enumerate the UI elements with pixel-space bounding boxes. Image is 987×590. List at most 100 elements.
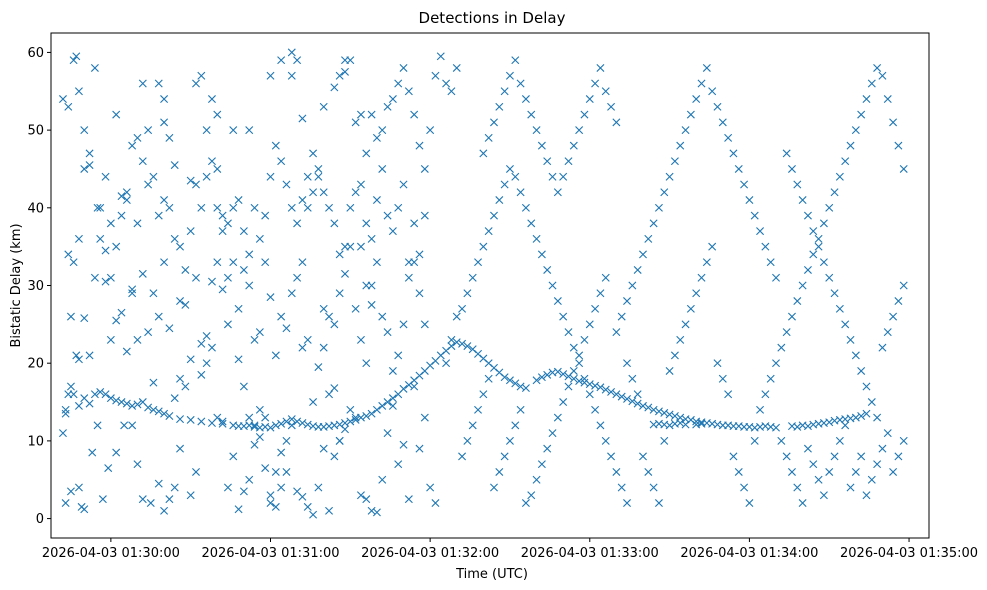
data-point — [192, 180, 200, 189]
data-point — [346, 417, 355, 426]
data-point — [819, 219, 828, 228]
data-point — [580, 335, 589, 344]
data-point — [521, 499, 530, 508]
data-point — [213, 258, 222, 267]
data-point — [894, 452, 903, 461]
data-point — [239, 265, 248, 274]
data-point — [245, 475, 254, 484]
data-point — [575, 359, 584, 368]
data-point — [851, 467, 860, 476]
data-point — [128, 421, 137, 430]
data-point — [362, 219, 371, 228]
data-point — [591, 381, 600, 390]
x-axis-label: Time (UTC) — [455, 567, 528, 582]
data-point — [500, 373, 509, 382]
data-point — [160, 258, 169, 267]
data-point — [607, 102, 616, 111]
data-point — [697, 419, 706, 428]
data-point — [787, 467, 796, 476]
data-point — [383, 211, 392, 220]
data-point — [101, 246, 110, 255]
data-point — [293, 417, 302, 426]
data-point — [128, 285, 137, 294]
data-point — [176, 415, 185, 424]
data-point — [521, 384, 530, 393]
data-point — [596, 383, 605, 392]
data-point — [69, 258, 78, 267]
data-point — [335, 250, 344, 259]
data-point — [782, 149, 791, 158]
data-point — [676, 419, 685, 428]
data-point — [426, 483, 435, 492]
data-point — [772, 273, 781, 282]
data-point — [229, 126, 238, 135]
data-point — [793, 483, 802, 492]
data-point — [713, 359, 722, 368]
data-point — [128, 289, 137, 298]
data-point — [325, 506, 334, 515]
y-tick-label: 0 — [36, 512, 44, 527]
data-point — [474, 405, 483, 414]
data-point — [772, 423, 781, 432]
data-point — [644, 403, 653, 412]
data-point — [351, 188, 360, 197]
data-point — [394, 79, 403, 88]
data-point — [202, 332, 211, 340]
data-point — [782, 328, 791, 337]
data-point — [176, 444, 185, 453]
data-point — [144, 328, 153, 337]
data-point — [341, 67, 349, 76]
data-point — [176, 374, 185, 383]
data-point — [612, 118, 621, 127]
data-point — [104, 464, 113, 473]
data-point — [90, 390, 99, 399]
data-point — [873, 460, 882, 469]
data-point — [58, 95, 67, 104]
data-point — [149, 289, 158, 298]
data-point — [367, 110, 376, 119]
data-point — [692, 95, 701, 104]
data-point — [303, 203, 312, 212]
y-tick-label: 10 — [27, 434, 44, 449]
data-point — [665, 410, 674, 419]
data-point — [388, 401, 397, 410]
data-point — [660, 188, 669, 197]
data-point — [660, 408, 669, 417]
data-point — [889, 467, 898, 476]
data-point — [223, 483, 232, 492]
data-point — [277, 419, 286, 428]
data-point — [575, 126, 584, 135]
data-point — [309, 510, 318, 519]
data-point — [282, 180, 291, 189]
data-point — [660, 436, 669, 445]
data-point — [617, 312, 626, 321]
data-point — [250, 421, 259, 430]
data-point — [766, 374, 775, 383]
data-point — [255, 433, 264, 441]
data-point — [186, 176, 195, 185]
data-point — [165, 495, 174, 504]
data-point — [686, 304, 695, 313]
data-point — [85, 399, 94, 408]
data-point — [835, 304, 844, 313]
data-point — [564, 328, 573, 337]
data-point — [93, 203, 102, 212]
data-point — [825, 467, 834, 476]
data-point — [282, 324, 291, 333]
data-point — [341, 425, 349, 434]
data-point — [633, 265, 642, 274]
data-point — [846, 335, 855, 344]
data-point — [601, 385, 610, 394]
data-point — [186, 355, 195, 364]
data-point — [133, 400, 142, 409]
data-point — [601, 436, 610, 445]
data-point — [537, 373, 546, 382]
data-point — [628, 374, 637, 383]
data-point — [128, 141, 137, 150]
data-point — [112, 316, 121, 325]
data-point — [319, 444, 328, 453]
data-point — [553, 297, 562, 306]
data-point — [218, 417, 227, 426]
